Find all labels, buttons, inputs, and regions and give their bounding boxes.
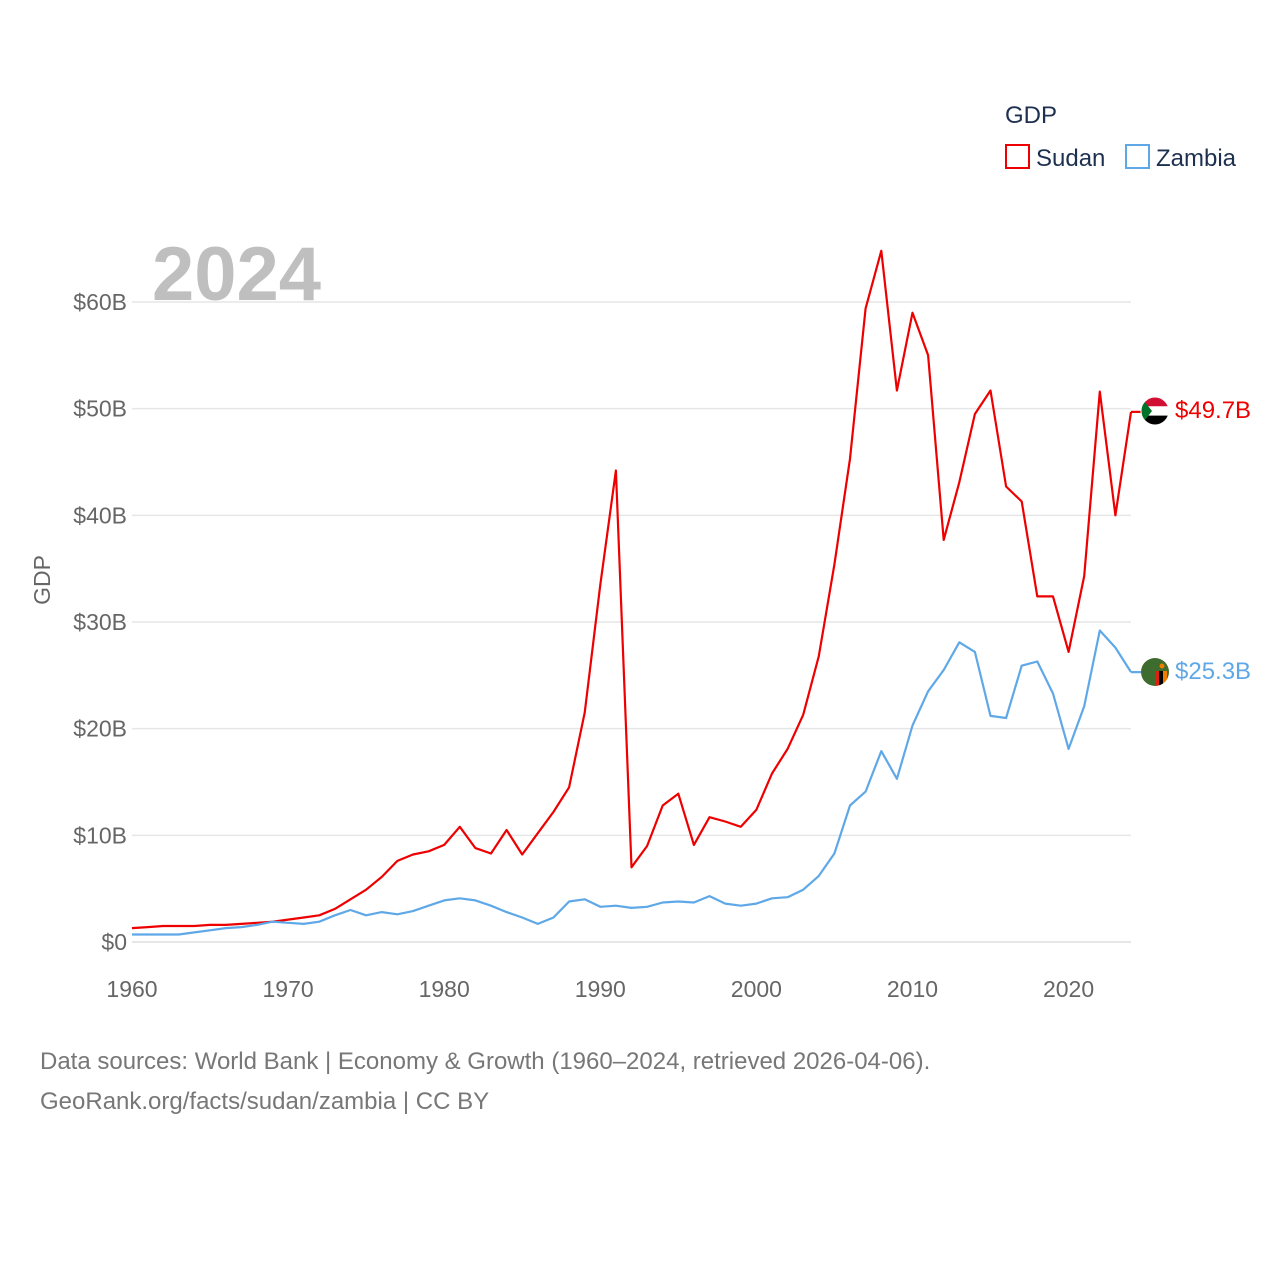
end-value-label-zambia: $25.3B [1175, 658, 1251, 685]
legend-swatch-zambia[interactable] [1125, 144, 1150, 169]
grid-lines [132, 301, 1131, 943]
y-tick-labels: $0 $10B $20B $30B $40B $50B $60B [73, 289, 127, 955]
y-tick-label: $40B [73, 502, 127, 528]
y-tick-label: $60B [73, 289, 127, 315]
year-label: 2024 [152, 232, 321, 317]
sudan-flag-icon [1140, 396, 1170, 426]
x-tick-label: 2010 [887, 976, 938, 1002]
legend-swatch-sudan[interactable] [1005, 144, 1030, 169]
x-tick-label: 1980 [419, 976, 470, 1002]
series-line-zambia[interactable] [132, 629, 1132, 936]
end-value-label-sudan: $49.7B [1175, 397, 1251, 424]
legend-label-sudan[interactable]: Sudan [1036, 145, 1105, 172]
y-tick-label: $10B [73, 822, 127, 848]
zambia-flag-icon [1141, 658, 1169, 686]
series-lines [131, 249, 1141, 936]
gdp-line-chart: 2024 $0 $10B $20B $30B $40B $50B $60B 1960 1970… [29, 102, 1251, 1002]
x-tick-label: 2020 [1043, 976, 1094, 1002]
y-tick-label: $20B [73, 716, 127, 742]
x-tick-labels: 1960 1970 1980 1990 2000 2010 2020 [106, 976, 1094, 1002]
legend-title: GDP [1005, 102, 1057, 129]
x-tick-label: 1960 [106, 976, 157, 1002]
source-footer: Data sources: World Bank | Economy & Gro… [40, 1042, 930, 1122]
x-tick-label: 1970 [263, 976, 314, 1002]
data-source-text: Data sources: World Bank | Economy & Gro… [40, 1048, 931, 1075]
legend-label-zambia[interactable]: Zambia [1156, 145, 1237, 172]
attribution-link[interactable]: GeoRank.org/facts/sudan/zambia | CC BY [40, 1088, 490, 1115]
y-tick-label: $50B [73, 396, 127, 422]
x-tick-label: 2000 [731, 976, 782, 1002]
x-tick-label: 1990 [575, 976, 626, 1002]
series-line-sudan[interactable] [131, 249, 1133, 930]
y-tick-label: $0 [101, 929, 127, 955]
y-axis-title: GDP [29, 555, 55, 605]
y-tick-label: $30B [73, 609, 127, 635]
